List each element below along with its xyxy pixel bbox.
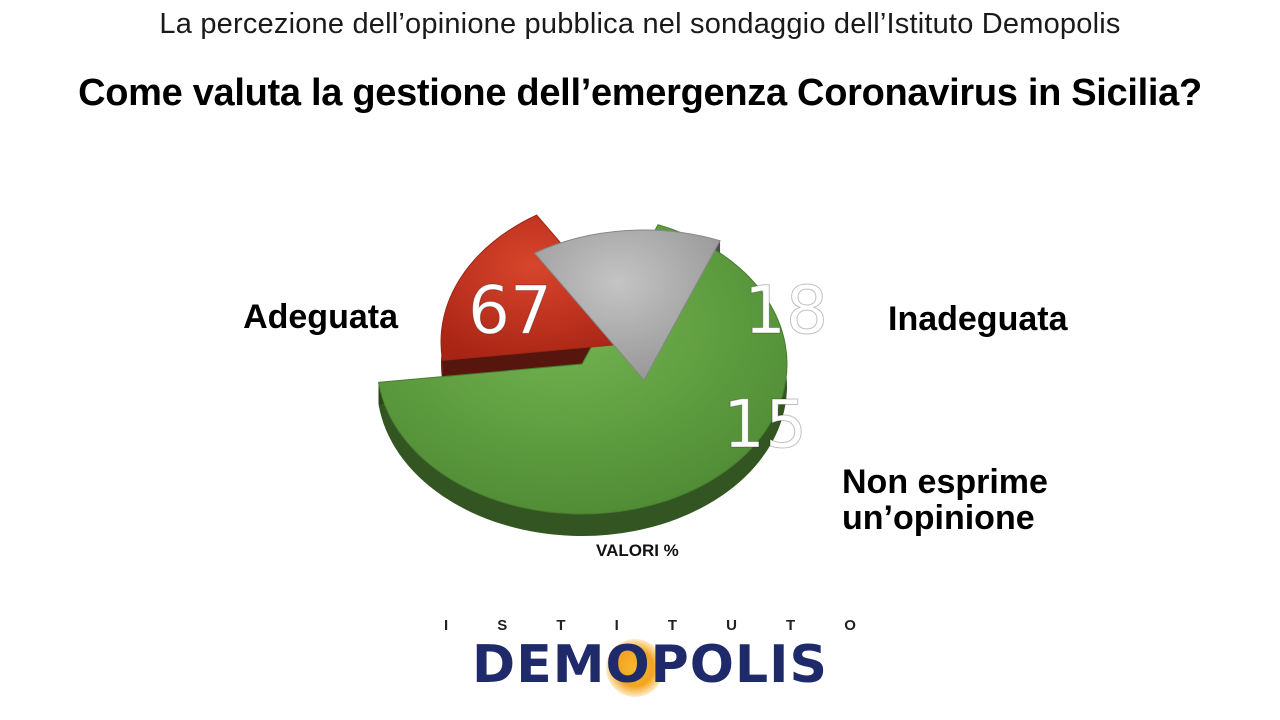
logo-letter: I <box>614 617 619 634</box>
slice-category-label: un’opinione <box>842 499 1035 537</box>
slice-category-label: Inadeguata <box>888 300 1069 338</box>
demopolis-logo: I S T I T U T O DEMOPOLIS <box>440 617 860 697</box>
chart-subtitle: La percezione dell’opinione pubblica nel… <box>159 8 1121 40</box>
chart-title: Come valuta la gestione dell’emergenza C… <box>78 72 1202 114</box>
slice-value-label: 67 <box>468 272 552 349</box>
logo-letter: T <box>556 617 566 634</box>
pie-slice-3 <box>533 229 721 381</box>
logo-sun-icon <box>606 639 664 697</box>
slice-value-label: 15 <box>723 386 807 463</box>
logo-letter: T <box>667 617 678 634</box>
slice-value-label: 18 <box>744 272 828 349</box>
logo-letter: O <box>844 617 856 634</box>
logo-letter: I <box>444 617 449 634</box>
logo-letter: U <box>726 617 737 634</box>
logo-letter: T <box>786 617 796 634</box>
logo-wordmark: DEMOPOLIS <box>472 635 828 695</box>
values-note: VALORI % <box>596 541 679 560</box>
slice-category-label: Adeguata <box>243 298 399 336</box>
logo-letter: S <box>497 617 508 634</box>
pie-slice-2 <box>440 214 648 361</box>
slice-category-label: Non esprime <box>842 463 1048 501</box>
logo-top-letters: I S T I T U T O <box>440 617 860 634</box>
